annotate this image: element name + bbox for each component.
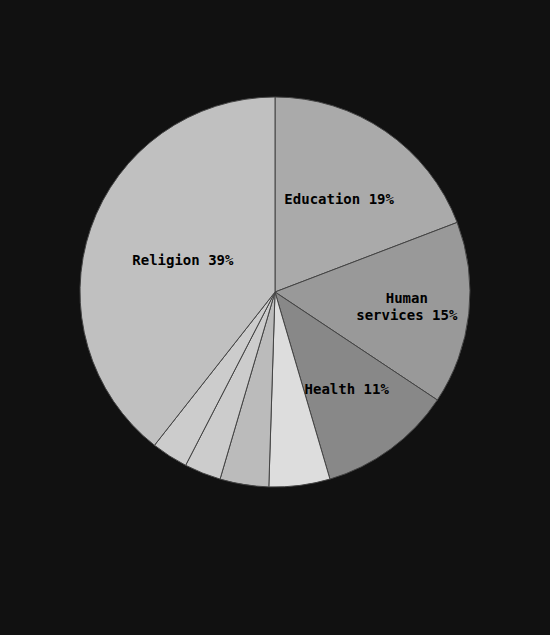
chart: Education 19% Humanservices 15% Health 11%… bbox=[0, 0, 550, 635]
slice-label: Humanservices 15% bbox=[356, 290, 458, 323]
slice-label: Health 11% bbox=[305, 381, 390, 397]
labels: Education 19% Humanservices 15% Health 11%… bbox=[132, 191, 458, 398]
chart-container: Education 19% Humanservices 15% Health 11%… bbox=[0, 0, 550, 635]
pie-slice bbox=[80, 97, 275, 445]
background bbox=[0, 0, 550, 635]
slice-label: Education 19% bbox=[284, 191, 394, 207]
slice-label: Religion 39% bbox=[132, 252, 234, 268]
slices bbox=[80, 97, 470, 487]
